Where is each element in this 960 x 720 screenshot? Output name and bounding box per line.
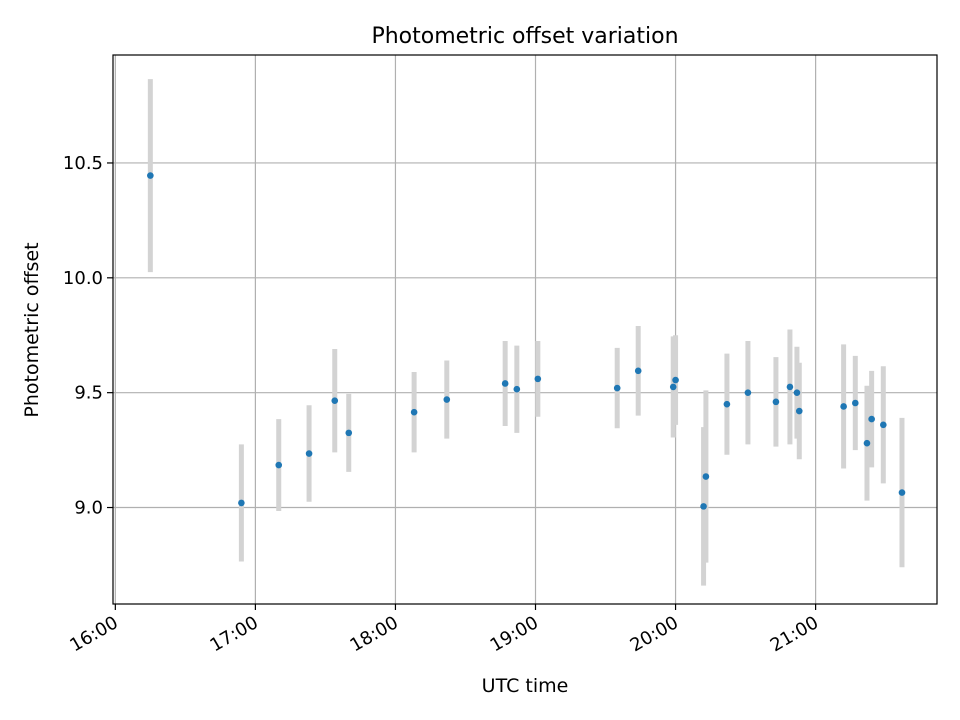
x-tick-label: 19:00: [487, 612, 542, 656]
data-point: [852, 399, 859, 407]
data-point: [793, 389, 801, 396]
y-tick-label: 10.5: [63, 153, 103, 174]
data-point: [634, 367, 642, 375]
data-point: [723, 400, 731, 408]
data-point: [443, 396, 451, 403]
data-point: [786, 383, 794, 391]
x-axis-label: UTC time: [482, 675, 569, 697]
data-point: [744, 389, 752, 396]
data-point: [863, 439, 871, 447]
grid: [113, 55, 937, 604]
data-point: [795, 407, 803, 415]
x-axis-ticks: 16:00 17:00 18:00 19:00 20:00 21:00: [66, 604, 822, 656]
data-point: [147, 172, 154, 179]
data-point: [669, 383, 677, 391]
plot-frame: [112, 54, 938, 605]
data-point: [501, 380, 509, 387]
data-point: [345, 429, 353, 437]
chart-title: Photometric offset variation: [371, 24, 678, 49]
data-point: [672, 376, 679, 384]
y-axis-label: Photometric offset: [21, 242, 43, 417]
data-point: [305, 450, 313, 457]
data-point: [700, 503, 707, 510]
data-point: [534, 375, 542, 383]
x-tick-label: 17:00: [206, 612, 261, 656]
data-point: [840, 403, 847, 410]
data-point: [331, 397, 339, 405]
data-point: [275, 461, 283, 469]
x-tick-label: 16:00: [66, 612, 121, 656]
error-bars: [147, 79, 905, 586]
data-point: [772, 398, 780, 406]
y-axis-ticks: 9.0 9.5 10.0 10.5: [63, 153, 113, 519]
data-point: [880, 421, 887, 429]
data-point: [702, 473, 710, 480]
x-tick-label: 20:00: [627, 612, 682, 656]
y-tick-label: 9.0: [74, 498, 103, 519]
data-point: [238, 499, 245, 507]
data-point: [410, 408, 418, 416]
data-point: [513, 385, 521, 393]
data-point: [898, 489, 906, 496]
x-tick-label: 21:00: [767, 612, 822, 656]
y-tick-label: 10.0: [63, 268, 103, 289]
x-tick-label: 18:00: [347, 612, 402, 656]
data-point: [613, 384, 621, 392]
data-points: [147, 172, 906, 510]
y-tick-label: 9.5: [74, 383, 103, 404]
data-point: [868, 415, 875, 423]
